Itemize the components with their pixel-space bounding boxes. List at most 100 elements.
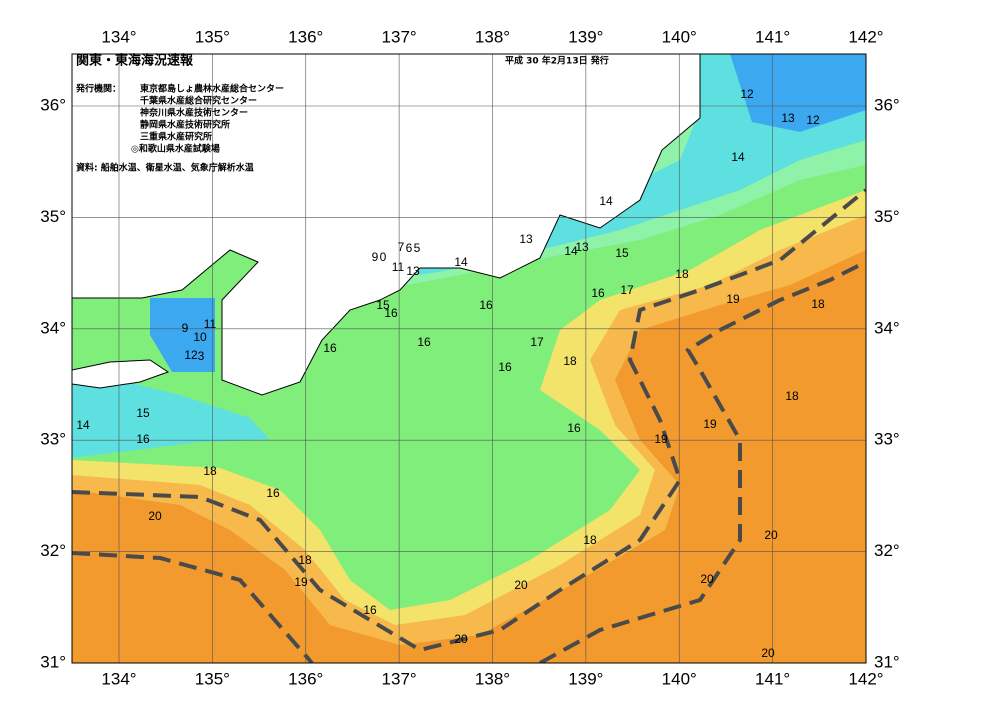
issue-date: 平成 30 年2月13日 発行 <box>505 55 609 67</box>
contour-label: 10 <box>193 330 207 344</box>
contour-label: 20 <box>454 632 468 646</box>
issuer: 神奈川県水産技術センター <box>140 107 248 119</box>
lon-label-bottom: 134° <box>101 669 136 688</box>
contour-label: 13 <box>781 111 795 125</box>
contour-label: 19 <box>654 432 668 446</box>
lon-label-bottom: 140° <box>662 669 697 688</box>
contour-label: 18 <box>785 389 799 403</box>
lat-label-left: 35° <box>40 207 66 226</box>
lon-label-top: 140° <box>662 27 697 46</box>
kuroshio-path <box>72 188 866 653</box>
data-source: 資料: 船舶水温、衛星水温、気象庁解析水温 <box>76 162 254 174</box>
lat-label-left: 33° <box>40 430 66 449</box>
kuroshio-edge <box>72 551 314 663</box>
contour-label: 16 <box>136 432 150 446</box>
contour-label: 16 <box>323 341 337 355</box>
contour-label: 18 <box>298 553 312 567</box>
kuroshio-east <box>539 260 866 663</box>
contour-label: 5 <box>414 241 421 255</box>
lon-label-top: 137° <box>382 27 417 46</box>
contour-label: 17 <box>530 335 544 349</box>
contour-label: 16 <box>384 306 398 320</box>
contour-label: 13 <box>519 232 533 246</box>
contour-label: 15 <box>615 246 629 260</box>
contour-label: 20 <box>700 572 714 586</box>
lon-label-bottom: 139° <box>568 669 603 688</box>
lon-label-top: 141° <box>755 27 790 46</box>
lat-label-left: 32° <box>40 541 66 560</box>
contour-label: 11 <box>392 260 405 274</box>
contour-label: 13 <box>575 240 589 254</box>
band-14-west <box>72 380 270 458</box>
contour-label: 14 <box>76 418 90 432</box>
contour-label: 15 <box>136 406 150 420</box>
lat-label-right: 35° <box>874 207 900 226</box>
contour-label: 19 <box>703 417 717 431</box>
lat-label-left: 31° <box>40 652 66 671</box>
contour-label: 0 <box>380 250 387 264</box>
contour-label: 7 <box>398 240 405 254</box>
contour-label: 9 <box>182 321 189 335</box>
land-honshu <box>72 54 701 396</box>
lon-label-bottom: 136° <box>288 669 323 688</box>
lon-label-bottom: 138° <box>475 669 510 688</box>
contour-label: 16 <box>591 286 605 300</box>
contour-label: 18 <box>563 354 577 368</box>
lat-label-right: 32° <box>874 541 900 560</box>
land-shikoku <box>72 359 170 389</box>
contour-label: 16 <box>363 603 377 617</box>
contour-label: 16 <box>567 421 581 435</box>
lon-label-bottom: 142° <box>848 669 883 688</box>
contour-label: 20 <box>148 509 162 523</box>
contour-label: 19 <box>726 292 740 306</box>
contour-label: 12 <box>806 113 820 127</box>
contour-label: 19 <box>294 575 308 589</box>
lon-label-top: 136° <box>288 27 323 46</box>
contour-label: 13 <box>406 264 420 278</box>
lat-label-left: 36° <box>40 95 66 114</box>
contour-label: 20 <box>514 578 528 592</box>
contour-label: 18 <box>203 464 217 478</box>
contour-label: 20 <box>761 646 775 660</box>
lon-label-top: 142° <box>848 27 883 46</box>
contour-label: 16 <box>266 486 280 500</box>
lon-label-top: 134° <box>101 27 136 46</box>
contour-label: 14 <box>731 150 745 164</box>
band-12 <box>730 54 866 132</box>
contour-label: 6 <box>406 241 413 255</box>
lon-label-top: 135° <box>195 27 230 46</box>
contour-label: 9 <box>372 250 379 264</box>
issuer: 三重県水産研究所 <box>140 131 212 143</box>
contour-label: 18 <box>811 297 825 311</box>
contour-label: 17 <box>620 283 634 297</box>
contour-label: 12 <box>740 87 754 101</box>
issuer: 千葉県水産総合研究センター <box>140 95 257 107</box>
lat-label-right: 34° <box>874 318 900 337</box>
lon-label-top: 138° <box>475 27 510 46</box>
lat-label-left: 34° <box>40 318 66 337</box>
contour-label: 14 <box>454 255 468 269</box>
contour-label: 16 <box>498 360 512 374</box>
issuer-label: 発行機関： <box>75 83 121 95</box>
lat-label-right: 36° <box>874 95 900 114</box>
map-frame <box>71 53 867 664</box>
contour-label: 14 <box>564 244 578 258</box>
lat-label-right: 31° <box>874 652 900 671</box>
lat-label-right: 33° <box>874 430 900 449</box>
graticule <box>72 54 866 663</box>
contour-label: 16 <box>479 298 493 312</box>
band-10 <box>150 298 215 372</box>
lon-label-bottom: 141° <box>755 669 790 688</box>
title: 関東・東海海況速報 <box>76 53 194 69</box>
contour-label: 20 <box>764 528 778 542</box>
contour-label: 12 <box>184 348 198 362</box>
contour-label: 16 <box>417 335 431 349</box>
contour-label: 11 <box>204 317 217 331</box>
issuer: ◎和歌山県水産試験場 <box>131 143 220 155</box>
issuer: 静岡県水産技術研究所 <box>140 119 230 131</box>
lon-label-bottom: 137° <box>382 669 417 688</box>
contour-label: 15 <box>376 298 390 312</box>
